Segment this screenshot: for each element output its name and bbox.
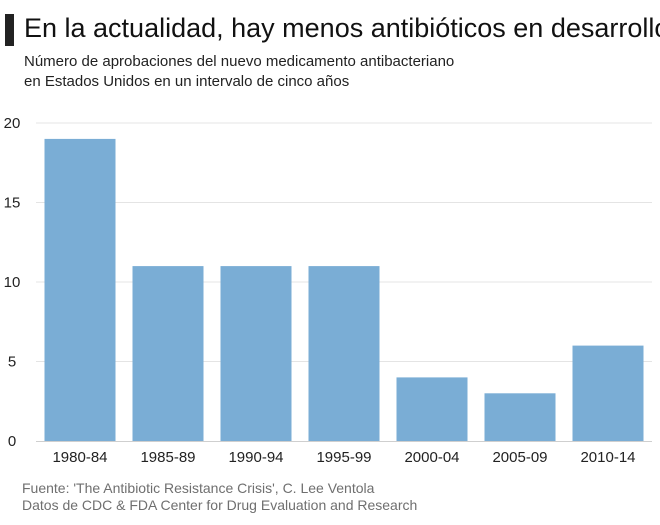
y-tick-label: 10 xyxy=(4,274,21,291)
y-tick-label: 5 xyxy=(8,354,16,371)
subtitle-line-1: Número de aprobaciones del nuevo medicam… xyxy=(24,52,454,72)
subtitle-line-2: en Estados Unidos en un intervalo de cin… xyxy=(24,72,454,92)
bar xyxy=(221,266,292,441)
x-tick-label: 2010-14 xyxy=(580,449,635,466)
x-tick-label: 1980-84 xyxy=(52,449,107,466)
chart-source: Fuente: 'The Antibiotic Resistance Crisi… xyxy=(22,480,417,514)
bar xyxy=(309,266,380,441)
source-line-1: Fuente: 'The Antibiotic Resistance Crisi… xyxy=(22,480,417,497)
bar xyxy=(573,346,644,441)
x-tick-label: 2005-09 xyxy=(492,449,547,466)
bar xyxy=(133,266,204,441)
bar-chart: 0 5 10 15 20 1980-84 1985-89 1990-94 1995-99 2000… xyxy=(0,100,660,475)
y-tick-label: 15 xyxy=(4,195,21,212)
y-tick-label: 20 xyxy=(4,115,21,132)
source-line-2: Datos de CDC & FDA Center for Drug Evalu… xyxy=(22,497,417,514)
x-tick-label: 2000-04 xyxy=(404,449,459,466)
chart-subtitle: Número de aprobaciones del nuevo medicam… xyxy=(24,52,454,92)
chart-title: En la actualidad, hay menos antibióticos… xyxy=(24,10,660,46)
x-tick-label: 1990-94 xyxy=(228,449,283,466)
chart-page: En la actualidad, hay menos antibióticos… xyxy=(0,0,660,525)
x-tick-label: 1995-99 xyxy=(316,449,371,466)
y-tick-label: 0 xyxy=(8,433,16,450)
bar xyxy=(485,393,556,441)
title-marker xyxy=(5,14,14,46)
x-tick-label: 1985-89 xyxy=(140,449,195,466)
bar xyxy=(45,139,116,441)
bar xyxy=(397,377,468,441)
